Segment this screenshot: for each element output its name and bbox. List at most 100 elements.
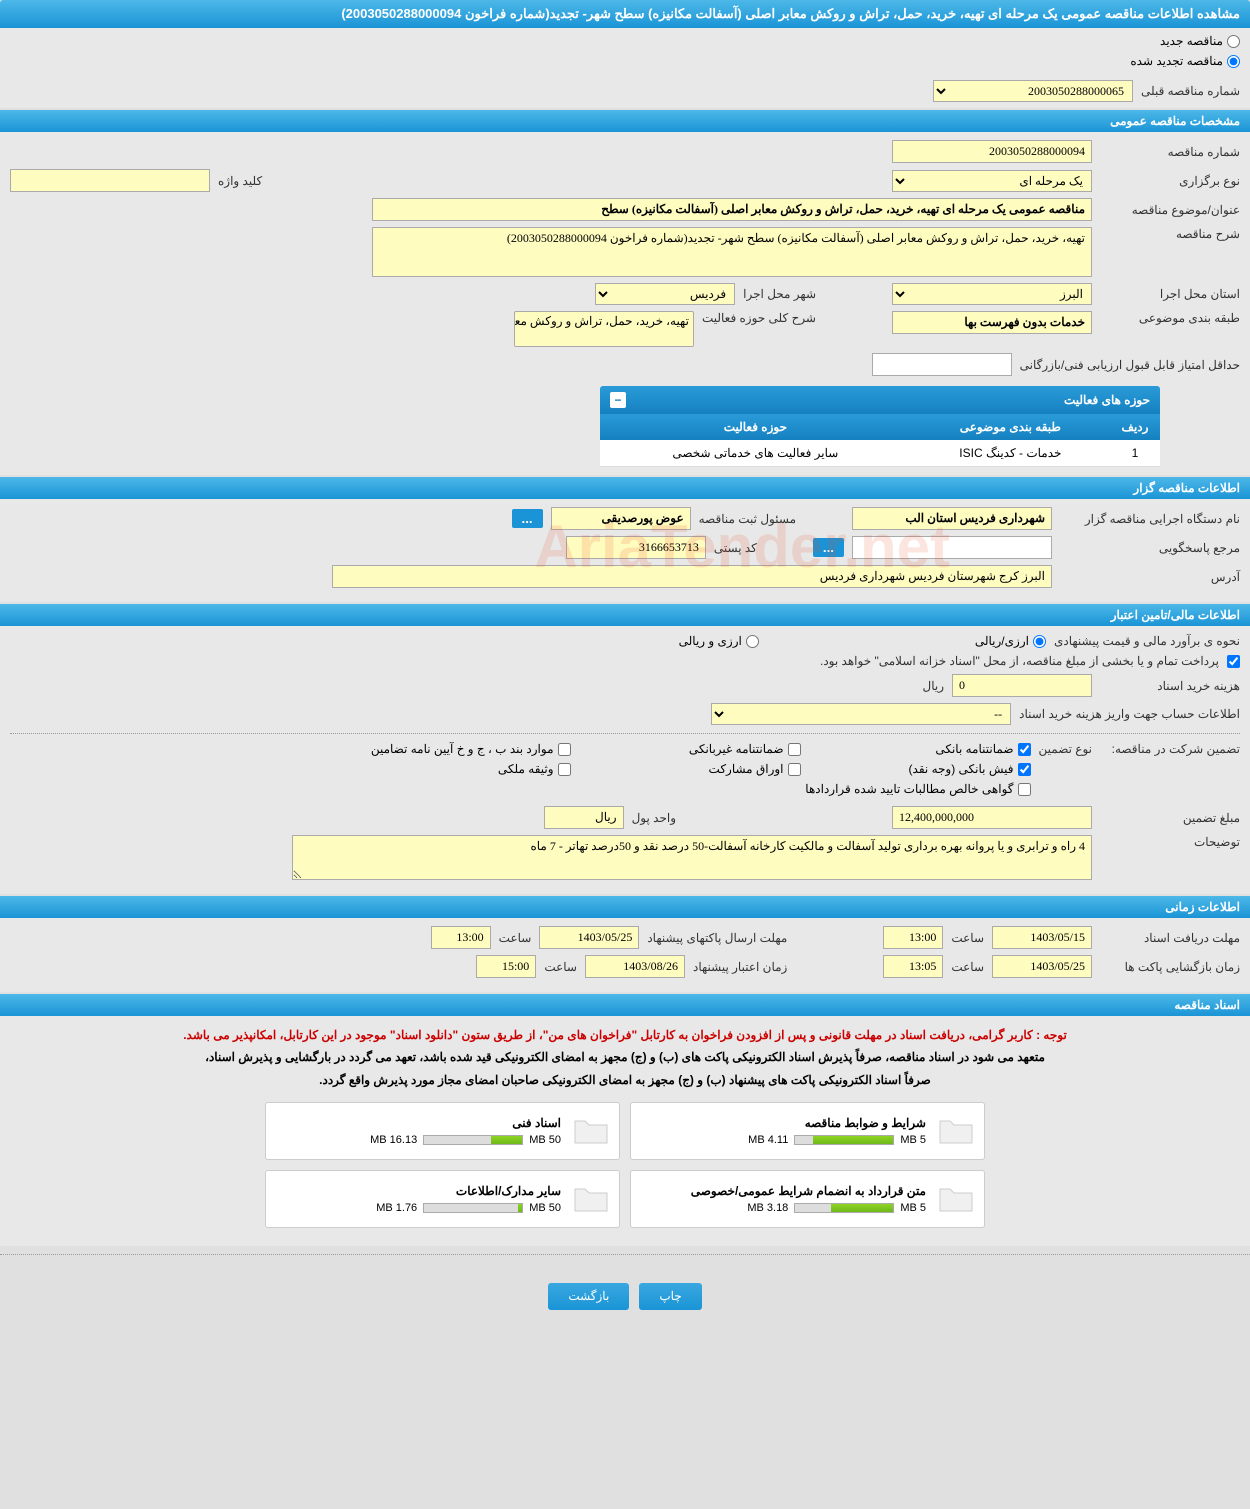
prev-tender-select[interactable]: 2003050288000065 — [933, 80, 1133, 102]
postal-code-label: کد پستی — [714, 541, 757, 555]
cb-participation-bonds[interactable] — [788, 763, 801, 776]
doc-card: شرایط و ضوابط مناقصه 5 MB 4.11 MB — [630, 1102, 985, 1160]
currency-unit-input[interactable] — [544, 806, 624, 829]
radio-renewed-tender[interactable] — [1227, 55, 1240, 68]
timing-body: مهلت دریافت اسناد ساعت مهلت ارسال پاکتها… — [0, 918, 1250, 992]
doc-max: 5 MB — [900, 1202, 926, 1214]
address-input[interactable] — [332, 565, 1052, 588]
doc-title: سایر مدارک/اطلاعات — [274, 1184, 561, 1198]
validity-label: زمان اعتبار پیشنهاد — [693, 960, 787, 974]
desc-textarea[interactable] — [372, 227, 1092, 277]
general-spec-body: شماره مناقصه نوع برگزاری یک مرحله ای کلی… — [0, 132, 1250, 475]
validity-time[interactable] — [476, 955, 536, 978]
subject-class-input[interactable] — [892, 311, 1092, 334]
radio-rial[interactable] — [1033, 635, 1046, 648]
city-label: شهر محل اجرا — [743, 287, 816, 301]
deposit-account-label: اطلاعات حساب جهت واریز هزینه خرید اسناد — [1019, 707, 1240, 721]
city-select[interactable]: فردیس — [595, 283, 735, 305]
registrar-lookup-button[interactable]: ... — [512, 509, 543, 528]
doc-max: 50 MB — [529, 1202, 561, 1214]
min-score-input[interactable] — [872, 353, 1012, 376]
min-score-label: حداقل امتیاز قابل قبول ارزیابی فنی/بازرگ… — [1020, 358, 1240, 372]
col-row-no: ردیف — [1110, 414, 1160, 440]
folder-icon — [571, 1111, 611, 1151]
page-title-bar: مشاهده اطلاعات مناقصه عمومی یک مرحله ای … — [0, 0, 1250, 28]
folder-icon — [936, 1111, 976, 1151]
section-timing: اطلاعات زمانی — [0, 896, 1250, 918]
guarantee-type-label: نوع تضمین — [1039, 742, 1092, 756]
progress-bar — [423, 1135, 523, 1145]
col-subject-class: طبقه بندی موضوعی — [911, 414, 1110, 440]
radio-renewed-tender-label: مناقصه تجدید شده — [1130, 54, 1223, 68]
responder-input[interactable] — [852, 536, 1052, 559]
estimate-method-label: نحوه ی برآورد مالی و قیمت پیشنهادی — [1054, 634, 1240, 648]
activity-table-title: حوزه های فعالیت — [1064, 393, 1150, 407]
activity-table-header: حوزه های فعالیت − — [600, 386, 1160, 414]
keyword-input[interactable] — [10, 169, 210, 192]
postal-code-input[interactable] — [566, 536, 706, 559]
radio-rial-label: ارزی/ریالی — [975, 634, 1029, 648]
guarantee-amount-label: مبلغ تضمین — [1100, 811, 1240, 825]
cb-net-receivables[interactable] — [1018, 783, 1031, 796]
province-select[interactable]: البرز — [892, 283, 1092, 305]
address-label: آدرس — [1060, 570, 1240, 584]
doc-size: 1.76 MB — [376, 1202, 417, 1214]
financial-body: نحوه ی برآورد مالی و قیمت پیشنهادی ارزی/… — [0, 626, 1250, 894]
deposit-account-select[interactable]: -- — [711, 703, 1011, 725]
time-lbl-4: ساعت — [544, 960, 577, 974]
opening-time[interactable] — [883, 955, 943, 978]
tender-no-label: شماره مناقصه — [1100, 145, 1240, 159]
validity-date[interactable] — [585, 955, 685, 978]
back-button[interactable]: بازگشت — [548, 1283, 629, 1310]
cb-nonbank-guarantee[interactable] — [788, 743, 801, 756]
subject-label: عنوان/موضوع مناقصه — [1100, 203, 1240, 217]
collapse-icon[interactable]: − — [610, 392, 626, 408]
organizer-body: نام دستگاه اجرایی مناقصه گزار مسئول ثبت … — [0, 499, 1250, 602]
section-general-spec: مشخصات مناقصه عمومی — [0, 110, 1250, 132]
documents-body: توجه : کاربر گرامی، دریافت اسناد در مهلت… — [0, 1016, 1250, 1246]
treasury-note: پرداخت تمام و یا بخشی از مبلغ مناقصه، از… — [820, 654, 1219, 668]
tender-type-radios: مناقصه جدید — [0, 28, 1250, 54]
cb-regulation-cases[interactable] — [558, 743, 571, 756]
notice-line2: صرفاً اسناد الکترونیکی پاکت های پیشنهاد … — [10, 1069, 1240, 1092]
opening-time-label: زمان بازگشایی پاکت ها — [1100, 960, 1240, 974]
doc-title: اسناد فنی — [274, 1116, 561, 1130]
notes-textarea[interactable] — [292, 835, 1092, 880]
prev-tender-row: شماره مناقصه قبلی 2003050288000065 — [0, 74, 1250, 108]
responder-lookup-button[interactable]: ... — [813, 538, 844, 557]
time-lbl-3: ساعت — [951, 960, 984, 974]
keyword-label: کلید واژه — [218, 174, 262, 188]
holding-type-select[interactable]: یک مرحله ای — [892, 170, 1092, 192]
radio-currency[interactable] — [746, 635, 759, 648]
section-documents: اسناد مناقصه — [0, 994, 1250, 1016]
doc-cost-label: هزینه خرید اسناد — [1100, 679, 1240, 693]
subject-input[interactable] — [372, 198, 1092, 221]
section-organizer: اطلاعات مناقصه گزار — [0, 477, 1250, 499]
doc-cost-input[interactable] — [952, 674, 1092, 697]
exec-org-input[interactable] — [852, 507, 1052, 530]
send-deadline-date[interactable] — [539, 926, 639, 949]
radio-new-tender-label: مناقصه جدید — [1160, 34, 1223, 48]
activity-scope-select[interactable]: تهیه، خرید، حمل، تراش و روکش معابر اصلی — [514, 311, 694, 347]
radio-new-tender[interactable] — [1227, 35, 1240, 48]
send-deadline-time[interactable] — [431, 926, 491, 949]
cb-bank-guarantee[interactable] — [1018, 743, 1031, 756]
cb-bank-receipt[interactable] — [1018, 763, 1031, 776]
notice-red: توجه : کاربر گرامی، دریافت اسناد در مهلت… — [10, 1024, 1240, 1046]
print-button[interactable]: چاپ — [639, 1283, 701, 1310]
guarantee-amount-input[interactable] — [892, 806, 1092, 829]
doc-card: متن قرارداد به انضمام شرایط عمومی/خصوصی … — [630, 1170, 985, 1228]
receive-deadline-time[interactable] — [883, 926, 943, 949]
progress-bar — [423, 1203, 523, 1213]
treasury-checkbox[interactable] — [1227, 655, 1240, 668]
doc-title: شرایط و ضوابط مناقصه — [639, 1116, 926, 1130]
notice-line1: متعهد می شود در اسناد مناقصه، صرفاً پذیر… — [10, 1046, 1240, 1069]
cb-property-deposit[interactable] — [558, 763, 571, 776]
desc-label: شرح مناقصه — [1100, 227, 1240, 241]
registrar-input[interactable] — [551, 507, 691, 530]
doc-size: 16.13 MB — [370, 1134, 417, 1146]
tender-no-input[interactable] — [892, 140, 1092, 163]
receive-deadline-date[interactable] — [992, 926, 1092, 949]
progress-bar — [794, 1135, 894, 1145]
opening-date[interactable] — [992, 955, 1092, 978]
